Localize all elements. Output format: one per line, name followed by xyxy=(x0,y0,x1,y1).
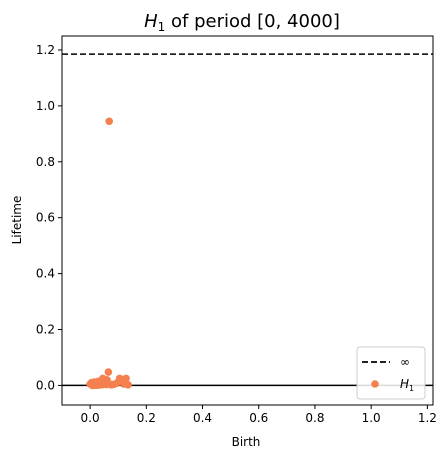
x-tick-label: 1.2 xyxy=(418,411,437,425)
h1-point-29 xyxy=(110,380,118,389)
x-tick-label: 0.6 xyxy=(249,411,268,425)
legend-h1-swatch xyxy=(371,380,379,388)
legend-box xyxy=(356,346,426,400)
legend-h1-label: H1 xyxy=(400,377,414,393)
legend: ∞ H1 xyxy=(356,346,426,400)
h1-point-10 xyxy=(124,381,132,389)
h1-point-1 xyxy=(104,368,113,376)
y-axis-label: Lifetime xyxy=(10,196,24,245)
x-tick-label: 0.0 xyxy=(81,411,100,425)
h1-point-28 xyxy=(102,380,111,389)
legend-h1-symbol: H xyxy=(400,377,409,391)
legend-h1-subscript: 1 xyxy=(409,384,414,393)
plot-frame xyxy=(61,35,434,406)
legend-infinity-label: ∞ xyxy=(400,355,410,369)
y-tick-label: 0.2 xyxy=(36,323,55,337)
chart-title-subscript: 1 xyxy=(158,20,166,34)
chart-title-symbol: H xyxy=(144,11,158,32)
chart-title: H1 of period [0, 4000] xyxy=(144,11,340,34)
x-axis-label: Birth xyxy=(232,435,261,449)
x-tick-label: 1.0 xyxy=(362,411,381,425)
y-tick-label: 0.0 xyxy=(36,378,55,392)
h1-point-27 xyxy=(96,381,105,389)
y-tick-label: 0.8 xyxy=(36,155,55,169)
y-tick-label: 0.4 xyxy=(36,267,55,281)
y-tick-label: 1.0 xyxy=(36,99,55,113)
x-tick-label: 0.8 xyxy=(305,411,324,425)
x-tick-label: 0.2 xyxy=(137,411,156,425)
chart-title-rest: of period [0, 4000] xyxy=(165,11,340,32)
y-tick-label: 0.6 xyxy=(36,211,55,225)
h1-point-0 xyxy=(105,117,114,126)
plot-area: 0.0 0.2 0.4 0.6 0.8 1.0 1.2 0.0 0.2 0.4 0.6 0.8 1.0 1… xyxy=(36,35,437,425)
y-tick-label: 1.2 xyxy=(36,43,55,57)
x-tick-label: 0.4 xyxy=(193,411,212,425)
